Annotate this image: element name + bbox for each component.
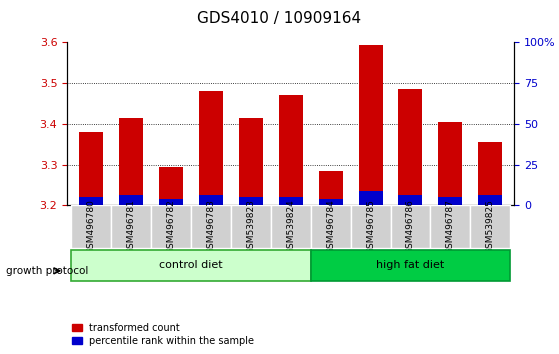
Bar (159, 199, 183, 205)
Bar (438, 122, 462, 205)
Text: GSM539824: GSM539824 (286, 199, 295, 254)
Bar (319, 171, 343, 205)
FancyBboxPatch shape (231, 205, 271, 248)
Bar (199, 195, 223, 205)
FancyBboxPatch shape (191, 205, 231, 248)
Bar (119, 195, 143, 205)
FancyBboxPatch shape (71, 250, 311, 281)
FancyBboxPatch shape (350, 205, 391, 248)
FancyBboxPatch shape (71, 205, 111, 248)
Text: GSM496786: GSM496786 (406, 199, 415, 254)
Bar (399, 195, 423, 205)
FancyBboxPatch shape (391, 205, 430, 248)
Text: GSM496782: GSM496782 (167, 199, 176, 254)
Bar (399, 89, 423, 205)
Bar (479, 142, 503, 205)
Bar (438, 197, 462, 205)
FancyBboxPatch shape (151, 205, 191, 248)
Text: GDS4010 / 10909164: GDS4010 / 10909164 (197, 11, 362, 25)
Bar (119, 118, 143, 205)
FancyBboxPatch shape (271, 205, 311, 248)
Legend: transformed count, percentile rank within the sample: transformed count, percentile rank withi… (72, 323, 254, 346)
Text: GSM496781: GSM496781 (126, 199, 135, 254)
Bar (79, 197, 103, 205)
Bar (79, 132, 103, 205)
Bar (159, 167, 183, 205)
Text: GSM496784: GSM496784 (326, 199, 335, 254)
FancyBboxPatch shape (111, 205, 151, 248)
Text: GSM496783: GSM496783 (206, 199, 215, 254)
Bar (319, 199, 343, 205)
Text: growth protocol: growth protocol (6, 266, 88, 276)
Bar (358, 45, 382, 205)
Bar (239, 197, 263, 205)
Text: GSM496787: GSM496787 (446, 199, 455, 254)
FancyBboxPatch shape (311, 250, 510, 281)
FancyBboxPatch shape (470, 205, 510, 248)
Text: GSM539823: GSM539823 (247, 199, 255, 254)
Bar (239, 118, 263, 205)
FancyBboxPatch shape (430, 205, 470, 248)
Bar (279, 95, 302, 205)
FancyBboxPatch shape (311, 205, 350, 248)
Text: high fat diet: high fat diet (376, 261, 444, 270)
Text: GSM539825: GSM539825 (486, 199, 495, 254)
Text: GSM496780: GSM496780 (87, 199, 96, 254)
Text: GSM496785: GSM496785 (366, 199, 375, 254)
Bar (358, 191, 382, 205)
Bar (479, 195, 503, 205)
Bar (199, 91, 223, 205)
Text: control diet: control diet (159, 261, 222, 270)
Bar (279, 197, 302, 205)
